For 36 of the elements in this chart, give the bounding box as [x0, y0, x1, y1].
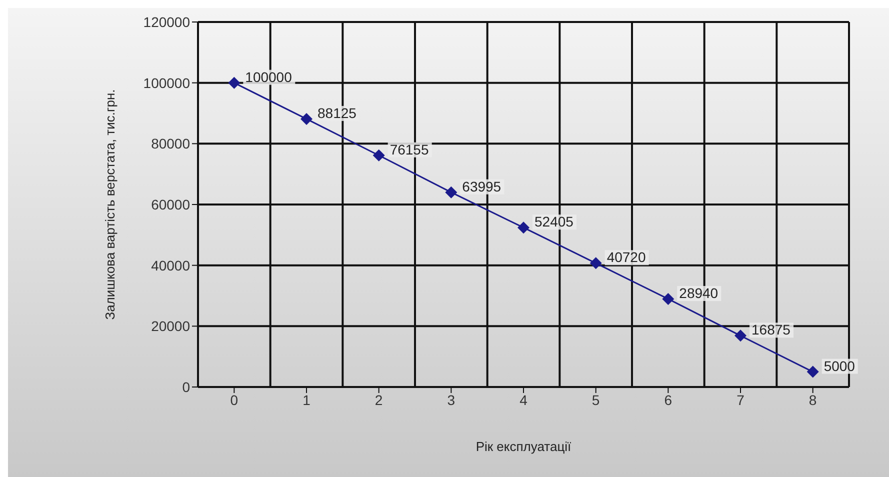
data-label: 88125 [318, 104, 357, 121]
point [300, 112, 312, 125]
y-tick-label: 100000 [143, 74, 190, 91]
point [372, 149, 385, 162]
x-tick-label: 1 [302, 392, 311, 408]
x-axis-title: Рік експлуатації [476, 439, 572, 454]
data-label: 28940 [679, 284, 718, 301]
data-label: 63995 [462, 178, 502, 194]
data-label: 16875 [752, 322, 791, 338]
point [518, 222, 530, 234]
x-tick-label: 4 [520, 392, 528, 408]
x-tick-label: 0 [230, 392, 238, 408]
x-tick-label: 7 [736, 392, 745, 408]
x-tick-label: 6 [664, 392, 672, 408]
y-axis-title: Залишкова вартість верстата, тис.грн. [102, 89, 118, 320]
point [806, 366, 819, 378]
point [445, 186, 458, 198]
data-label: 5000 [824, 358, 856, 374]
data-label: 100000 [245, 68, 292, 85]
data-label: 52405 [534, 214, 574, 230]
x-tick-label: 8 [808, 392, 817, 408]
data-label: 40720 [606, 249, 646, 266]
x-tick-label: 5 [592, 392, 600, 408]
y-tick-label: 40000 [151, 257, 190, 274]
y-tick-label: 60000 [151, 196, 190, 212]
y-tick-label: 20000 [151, 318, 190, 334]
point [734, 330, 746, 342]
point [228, 76, 240, 89]
point [590, 257, 602, 270]
y-tick-label: 120000 [143, 14, 190, 30]
x-tick-label: 3 [447, 392, 456, 408]
y-tick-label: 0 [182, 378, 190, 395]
point [662, 292, 674, 305]
y-tick-label: 80000 [151, 136, 190, 152]
data-label: 76155 [390, 141, 429, 158]
x-tick-label: 2 [374, 392, 383, 408]
